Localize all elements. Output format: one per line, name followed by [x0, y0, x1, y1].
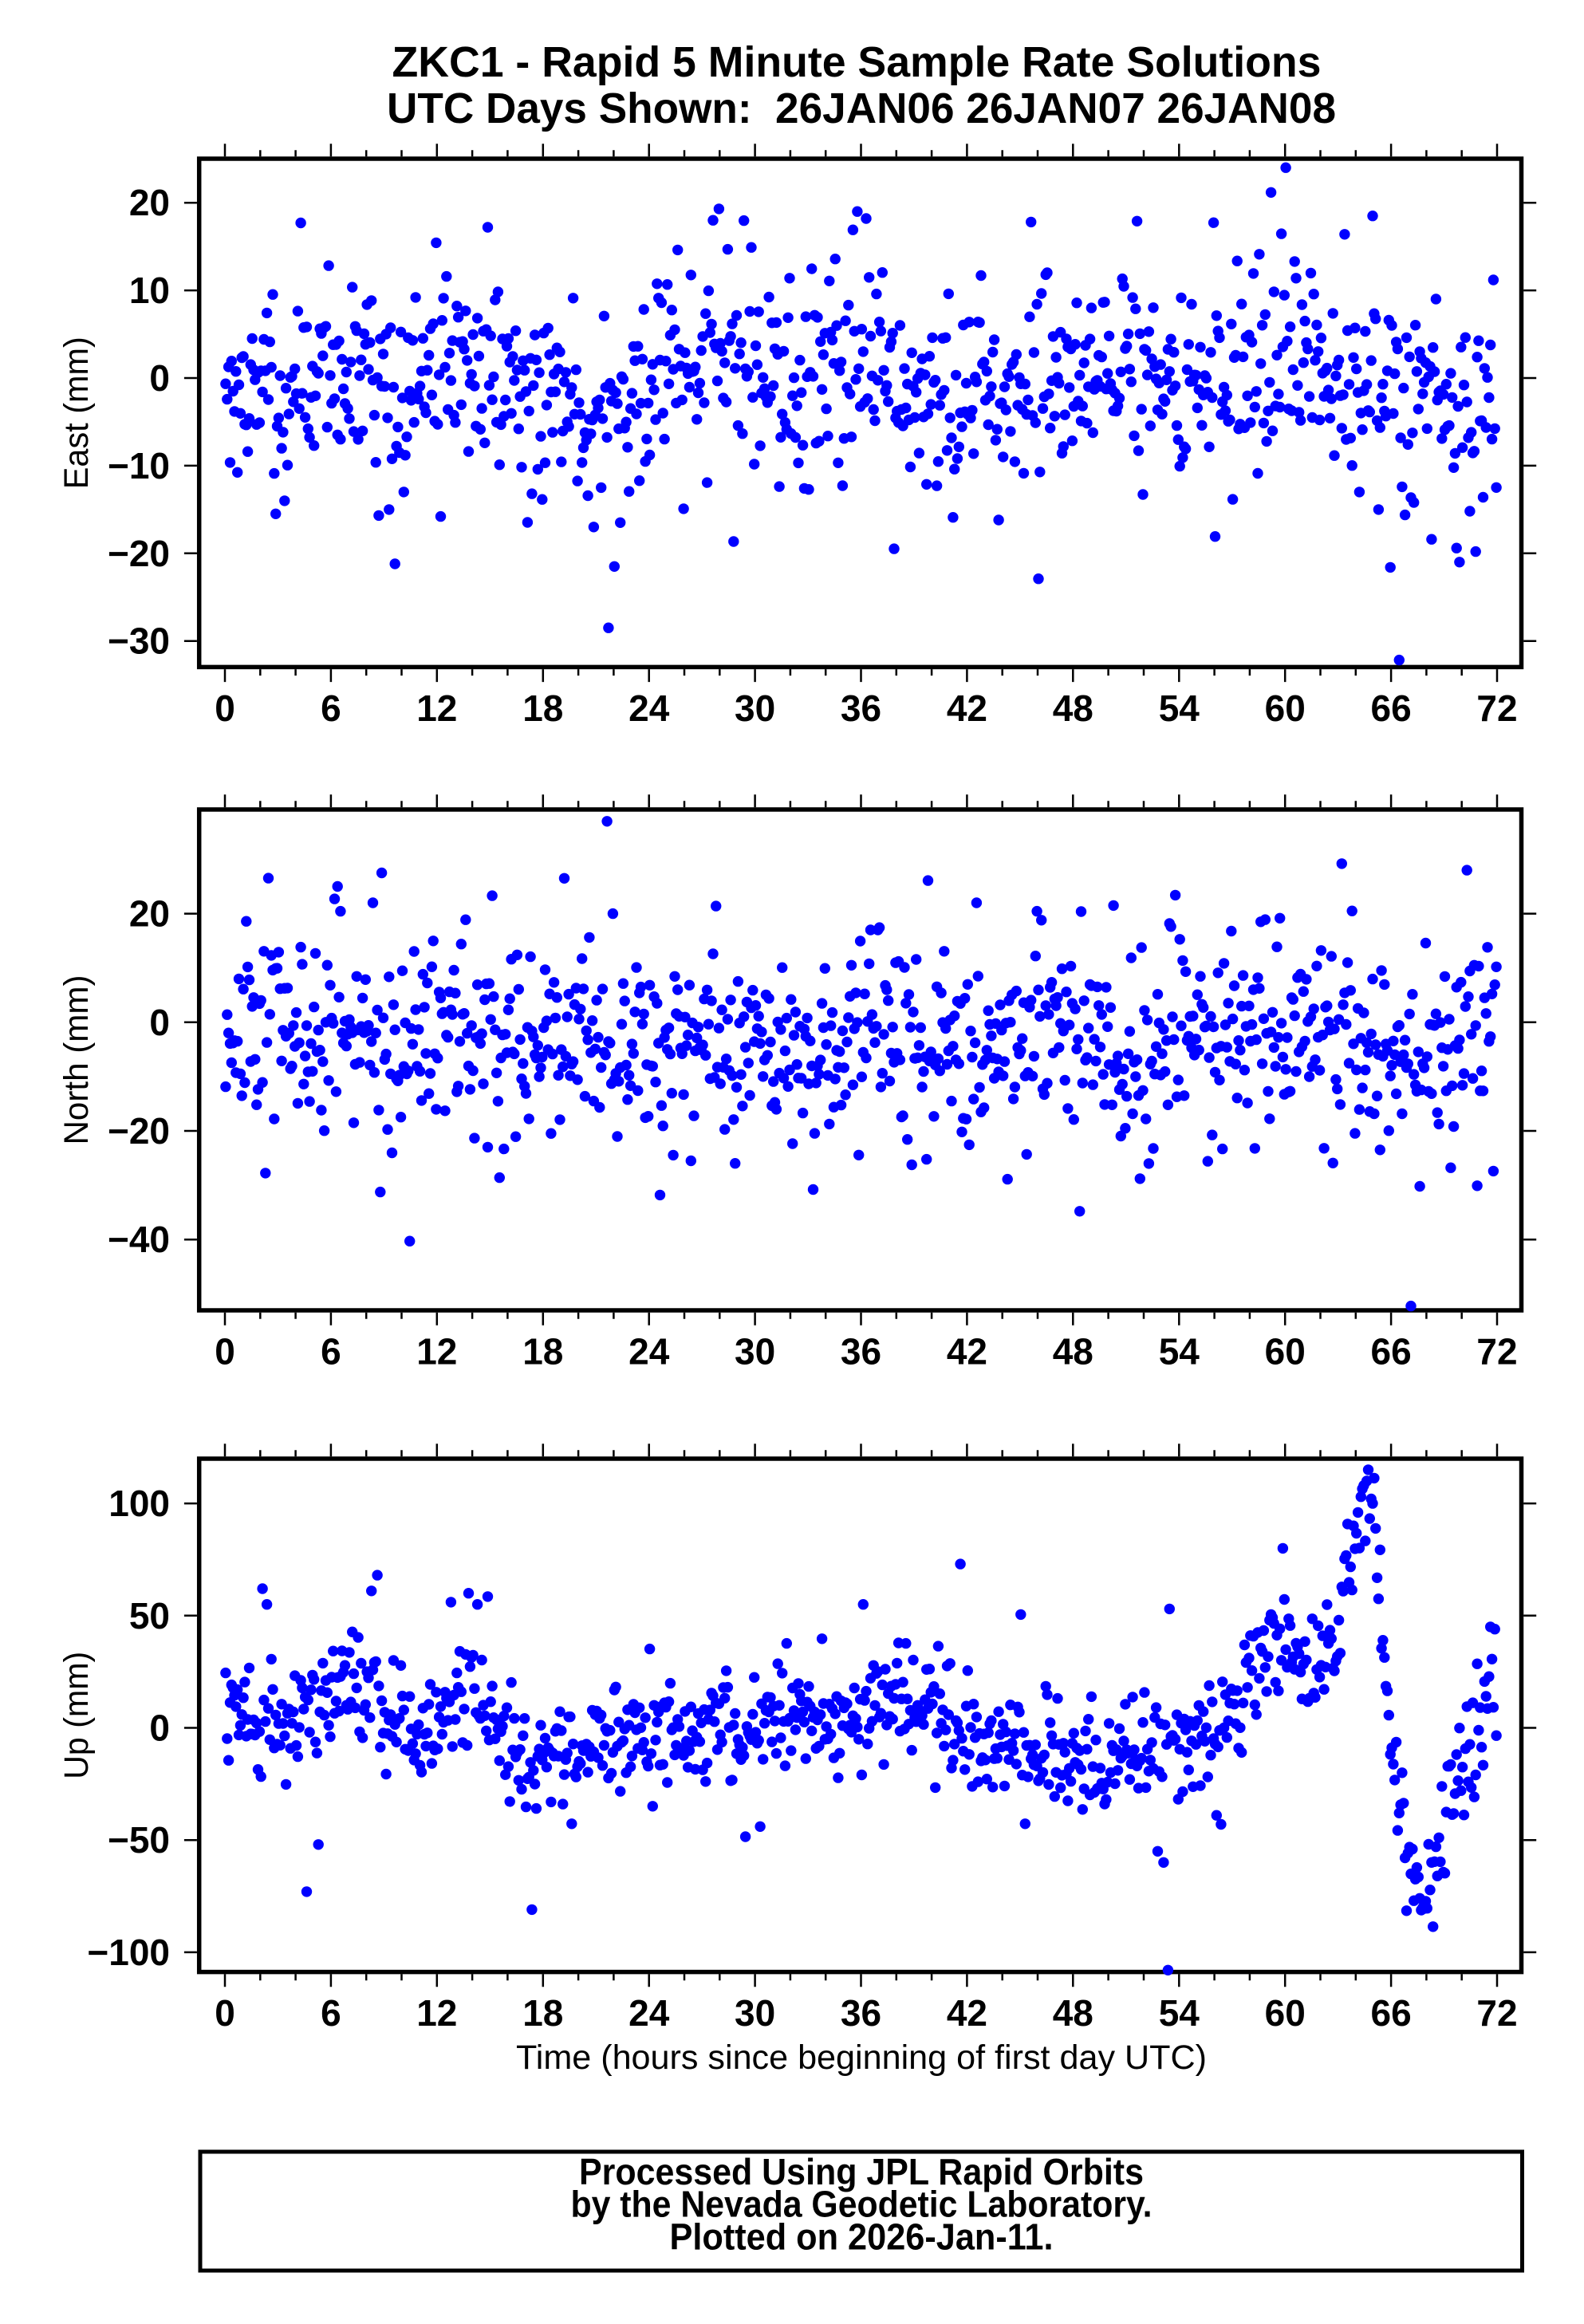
svg-text:20: 20 [129, 182, 170, 223]
svg-text:36: 36 [841, 1992, 881, 2034]
svg-text:42: 42 [947, 1331, 987, 1373]
svg-text:72: 72 [1476, 1331, 1517, 1373]
svg-text:UTC Days Shown: 26JAN06 26JAN: UTC Days Shown: 26JAN06 26JAN07 26JAN08 [387, 85, 1336, 132]
svg-text:18: 18 [522, 687, 563, 729]
svg-text:30: 30 [735, 1992, 775, 2034]
svg-text:6: 6 [321, 687, 341, 729]
svg-text:42: 42 [947, 1992, 987, 2034]
svg-text:24: 24 [628, 687, 670, 729]
svg-text:100: 100 [108, 1483, 170, 1524]
svg-text:48: 48 [1053, 1992, 1093, 2034]
svg-text:24: 24 [628, 1331, 670, 1373]
svg-text:North (mm): North (mm) [57, 975, 96, 1145]
svg-text:−50: −50 [108, 1819, 170, 1861]
svg-text:24: 24 [628, 1992, 670, 2034]
svg-text:Up (mm): Up (mm) [57, 1652, 96, 1779]
svg-text:Time (hours since beginning of: Time (hours since beginning of first day… [516, 2038, 1207, 2077]
svg-text:18: 18 [522, 1331, 563, 1373]
svg-text:6: 6 [321, 1331, 341, 1373]
svg-text:72: 72 [1476, 1992, 1517, 2034]
svg-text:18: 18 [522, 1992, 563, 2034]
svg-text:−20: −20 [108, 1110, 170, 1152]
svg-text:36: 36 [841, 1331, 881, 1373]
svg-text:30: 30 [735, 687, 775, 729]
svg-text:20: 20 [129, 893, 170, 935]
svg-text:0: 0 [215, 687, 235, 729]
svg-text:48: 48 [1053, 1331, 1093, 1373]
svg-text:−40: −40 [108, 1219, 170, 1260]
svg-text:48: 48 [1053, 687, 1093, 729]
svg-text:66: 66 [1371, 1992, 1412, 2034]
svg-text:−10: −10 [108, 445, 170, 486]
svg-text:12: 12 [416, 687, 457, 729]
svg-text:0: 0 [149, 1708, 170, 1749]
svg-text:by the Nevada Geodetic Laborat: by the Nevada Geodetic Laboratory. [571, 2184, 1153, 2225]
svg-text:Plotted on 2026-Jan-11.: Plotted on 2026-Jan-11. [670, 2216, 1054, 2257]
svg-text:60: 60 [1265, 1331, 1306, 1373]
svg-text:36: 36 [841, 687, 881, 729]
svg-text:12: 12 [416, 1992, 457, 2034]
svg-text:Processed Using JPL Rapid Orbi: Processed Using JPL Rapid Orbits [579, 2151, 1144, 2192]
svg-text:54: 54 [1159, 687, 1200, 729]
svg-text:60: 60 [1265, 1992, 1306, 2034]
svg-text:−100: −100 [87, 1932, 170, 1973]
svg-text:0: 0 [149, 1002, 170, 1043]
svg-text:6: 6 [321, 1992, 341, 2034]
svg-text:−20: −20 [108, 533, 170, 574]
svg-text:54: 54 [1159, 1331, 1200, 1373]
svg-text:0: 0 [215, 1331, 235, 1373]
svg-text:East (mm): East (mm) [57, 337, 96, 489]
svg-text:72: 72 [1476, 687, 1517, 729]
svg-text:30: 30 [735, 1331, 775, 1373]
svg-text:0: 0 [215, 1992, 235, 2034]
svg-text:−30: −30 [108, 620, 170, 662]
svg-text:ZKC1 - Rapid 5 Minute Sample R: ZKC1 - Rapid 5 Minute Sample Rate Soluti… [392, 38, 1322, 86]
svg-text:66: 66 [1371, 687, 1412, 729]
svg-text:66: 66 [1371, 1331, 1412, 1373]
svg-text:0: 0 [149, 357, 170, 399]
svg-text:54: 54 [1159, 1992, 1200, 2034]
svg-text:50: 50 [129, 1595, 170, 1637]
svg-text:12: 12 [416, 1331, 457, 1373]
svg-text:10: 10 [129, 270, 170, 311]
svg-text:42: 42 [947, 687, 987, 729]
svg-text:60: 60 [1265, 687, 1306, 729]
